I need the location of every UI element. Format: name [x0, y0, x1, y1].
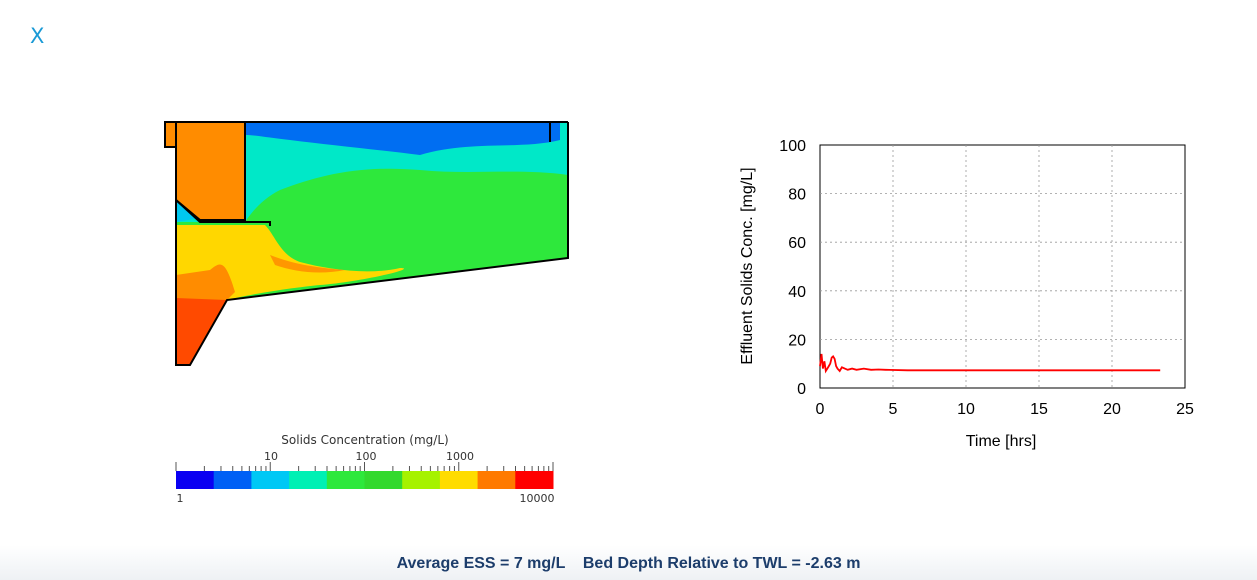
colorbar-legend: Solids Concentration (mg/L) 10 100 1000 … [175, 433, 555, 503]
x-tick-label: 25 [1176, 401, 1194, 418]
average-ess-text: Average ESS = 7 mg/L [396, 555, 566, 572]
x-axis-ticks: 0 5 10 15 20 25 [816, 401, 1194, 418]
colorbar-swatch [515, 471, 554, 489]
x-tick-label: 10 [957, 401, 975, 418]
clarifier-simulation [164, 121, 569, 366]
x-tick-label: 15 [1030, 401, 1048, 418]
colorbar-swatch [477, 471, 516, 489]
footer-bar: Average ESS = 7 mg/L Bed Depth Relative … [0, 545, 1257, 580]
colorbar-top-tick: 100 [356, 450, 377, 463]
close-button[interactable]: X [30, 24, 45, 48]
y-tick-label: 60 [788, 235, 806, 252]
x-tick-label: 5 [889, 401, 898, 418]
tank-outline [175, 122, 569, 366]
y-tick-label: 100 [779, 138, 806, 155]
colorbar-min-label: 1 [177, 492, 184, 503]
chart-grid [820, 145, 1185, 388]
y-axis-label: Effluent Solids Conc. [mg/L] [739, 167, 756, 364]
colorbar-swatch [402, 471, 441, 489]
colorbar-swatch [289, 471, 328, 489]
effluent-chart: 0 5 10 15 20 25 0 20 40 60 80 100 Time [hrs] Efflu… [739, 138, 1194, 450]
colorbar-swatch [251, 471, 290, 489]
baffle [175, 199, 271, 226]
y-tick-label: 20 [788, 332, 806, 349]
plot-area [819, 144, 1186, 389]
colorbar-swatch [176, 471, 215, 489]
colorbar-swatch [364, 471, 403, 489]
x-axis-label: Time [hrs] [966, 433, 1037, 450]
x-tick-label: 0 [816, 401, 825, 418]
colorbar-swatch [439, 471, 479, 489]
y-tick-label: 0 [797, 381, 806, 398]
y-tick-label: 80 [788, 187, 806, 204]
y-axis-ticks: 0 20 40 60 80 100 [779, 138, 806, 398]
colorbar-top-tick: 10 [264, 450, 278, 463]
colorbar-swatch [326, 471, 365, 489]
colorbar-title: Solids Concentration (mg/L) [281, 433, 448, 447]
y-tick-label: 40 [788, 284, 806, 301]
bed-depth-text: Bed Depth Relative to TWL = -2.63 m [582, 555, 861, 572]
footer-summary: Average ESS = 7 mg/L Bed Depth Relative … [0, 555, 1257, 573]
colorbar-minor-ticks [175, 462, 554, 471]
x-tick-label: 20 [1103, 401, 1121, 418]
colorbar-top-tick: 1000 [446, 450, 474, 463]
effluent-series-line [819, 353, 1161, 374]
colorbar-swatch [213, 471, 252, 489]
colorbar-max-label: 10000 [520, 492, 555, 503]
colorbar-swatches [176, 471, 554, 489]
